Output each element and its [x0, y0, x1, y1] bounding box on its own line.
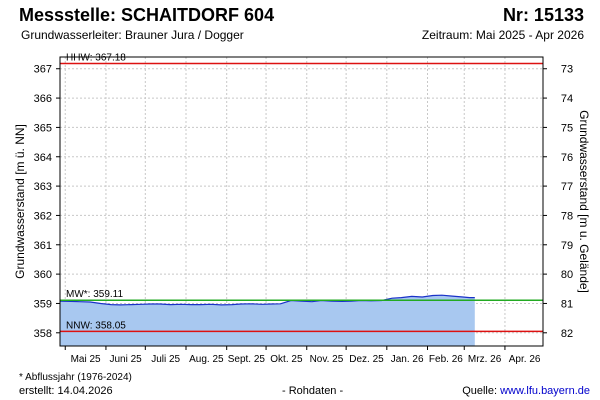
footnote: * Abflussjahr (1976-2024) — [19, 372, 132, 383]
y2-tick-label: 79 — [561, 240, 573, 252]
created-date: erstellt: 14.04.2026 — [19, 385, 113, 397]
plot-frame — [59, 56, 544, 347]
y-tick-label: 361 — [34, 240, 52, 252]
reference-label-hhw: HHW: 367.18 — [66, 52, 126, 63]
y2-tick-label: 81 — [561, 298, 573, 310]
series-area — [60, 295, 475, 346]
x-tick-label: Aug. 25 — [189, 354, 224, 365]
y-tick-label: 365 — [34, 122, 52, 134]
y2-tick-label: 76 — [561, 152, 573, 164]
aquifer-label: Grundwasserleiter: Brauner Jura / Dogger — [21, 28, 244, 42]
y-tick-label: 364 — [34, 152, 52, 164]
y-tick-label: 367 — [34, 64, 52, 76]
x-tick-label: Nov. 25 — [310, 354, 344, 365]
reference-label-nnw: NNW: 358.05 — [66, 320, 126, 331]
y-tick-label: 359 — [34, 298, 52, 310]
y-tick-label: 362 — [34, 210, 52, 222]
series-line — [59, 294, 475, 306]
x-tick-label: Dez. 25 — [349, 354, 384, 365]
x-tick-label: Juli 25 — [151, 354, 180, 365]
y2-tick-label: 74 — [561, 93, 573, 105]
x-tick-label: Jan. 26 — [391, 354, 424, 365]
y2-tick-label: 82 — [561, 328, 573, 340]
x-tick-label: Okt. 25 — [270, 354, 303, 365]
y2-tick-label: 75 — [561, 122, 573, 134]
x-tick-label: Sept. 25 — [228, 354, 266, 365]
period-label: Zeitraum: Mai 2025 - Apr 2026 — [421, 28, 584, 42]
source-label: Quelle: — [462, 385, 501, 397]
raw-data-note: - Rohdaten - — [282, 385, 344, 397]
station-number: Nr: 15133 — [502, 5, 584, 25]
y-tick-label: 358 — [34, 328, 52, 340]
source-credit: Quelle: www.lfu.bayern.de — [462, 385, 590, 397]
y-tick-label: 363 — [34, 181, 52, 193]
y2-tick-label: 77 — [561, 181, 573, 193]
y2-tick-label: 80 — [561, 269, 573, 281]
x-tick-label: Juni 25 — [110, 354, 143, 365]
x-tick-label: Feb. 26 — [429, 354, 463, 365]
y2-axis-title: Grundwasserstand [m u. Gelände] — [577, 110, 591, 293]
y-tick-label: 360 — [34, 269, 52, 281]
source-link[interactable]: www.lfu.bayern.de — [500, 385, 590, 397]
y2-tick-label: 73 — [561, 64, 573, 76]
y2-tick-label: 78 — [561, 210, 573, 222]
x-tick-label: Mai 25 — [71, 354, 101, 365]
x-tick-label: Apr. 26 — [509, 354, 541, 365]
y-tick-label: 366 — [34, 93, 52, 105]
y-axis-title: Grundwasserstand [m ü. NN] — [13, 124, 27, 279]
page-title: Messstelle: SCHAITDORF 604 — [19, 5, 275, 25]
reference-label-mw: MW*: 359.11 — [66, 289, 123, 300]
x-tick-label: Mrz. 26 — [468, 354, 502, 365]
